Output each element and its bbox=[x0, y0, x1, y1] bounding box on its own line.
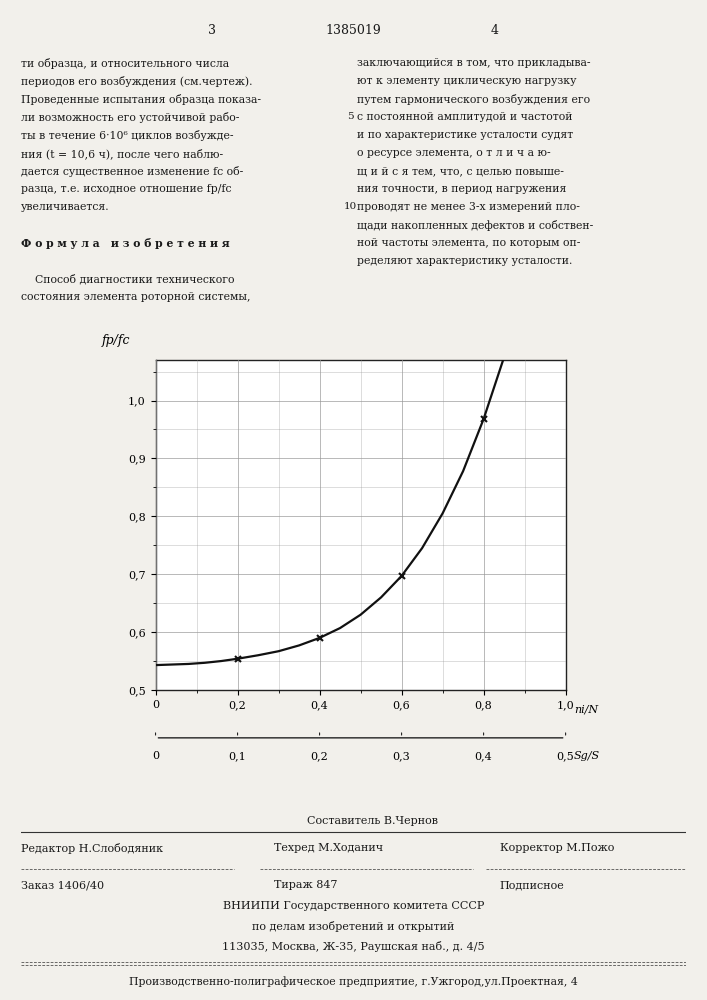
Text: Ф о р м у л а   и з о б р е т е н и я: Ф о р м у л а и з о б р е т е н и я bbox=[21, 238, 230, 249]
Text: ния точности, в период нагружения: ния точности, в период нагружения bbox=[357, 184, 566, 194]
Text: Техред М.Ходанич: Техред М.Ходанич bbox=[274, 843, 383, 853]
Text: 0,3: 0,3 bbox=[392, 751, 411, 761]
Text: Заказ 1406/40: Заказ 1406/40 bbox=[21, 880, 105, 890]
Text: о ресурсе элемента, о т л и ч а ю-: о ресурсе элемента, о т л и ч а ю- bbox=[357, 148, 551, 158]
Text: 0: 0 bbox=[152, 751, 159, 761]
Text: дается существенное изменение fс об-: дается существенное изменение fс об- bbox=[21, 166, 243, 177]
Text: 10: 10 bbox=[344, 202, 357, 211]
Text: Sg/S: Sg/S bbox=[574, 751, 600, 761]
Text: щади накопленных дефектов и собствен-: щади накопленных дефектов и собствен- bbox=[357, 220, 593, 231]
Text: Редактор Н.Слободяник: Редактор Н.Слободяник bbox=[21, 843, 163, 854]
Text: по делам изобретений и открытий: по делам изобретений и открытий bbox=[252, 921, 455, 932]
Text: проводят не менее 3-х измерений пло-: проводят не менее 3-х измерений пло- bbox=[357, 202, 580, 212]
Text: 0,4: 0,4 bbox=[474, 751, 493, 761]
Text: состояния элемента роторной системы,: состояния элемента роторной системы, bbox=[21, 292, 251, 302]
Text: 1385019: 1385019 bbox=[326, 23, 381, 36]
Text: 0,5: 0,5 bbox=[556, 751, 575, 761]
Text: 0,2: 0,2 bbox=[310, 751, 329, 761]
Text: заключающийся в том, что прикладыва-: заключающийся в том, что прикладыва- bbox=[357, 58, 590, 68]
Text: ния (t = 10,6 ч), после чего наблю-: ния (t = 10,6 ч), после чего наблю- bbox=[21, 148, 223, 159]
Text: ли возможность его устойчивой рабо-: ли возможность его устойчивой рабо- bbox=[21, 112, 240, 123]
Text: 5: 5 bbox=[347, 112, 354, 121]
Text: ni/N: ni/N bbox=[574, 705, 598, 715]
Text: Корректор М.Пожо: Корректор М.Пожо bbox=[500, 843, 614, 853]
Text: 0,1: 0,1 bbox=[228, 751, 247, 761]
Text: Тираж 847: Тираж 847 bbox=[274, 880, 337, 890]
Text: периодов его возбуждения (см.чертеж).: периодов его возбуждения (см.чертеж). bbox=[21, 76, 252, 87]
Text: Проведенные испытания образца показа-: Проведенные испытания образца показа- bbox=[21, 94, 261, 105]
Text: Подписное: Подписное bbox=[500, 880, 564, 890]
Text: Составитель В.Чернов: Составитель В.Чернов bbox=[307, 816, 438, 826]
Text: ти образца, и относительного числа: ти образца, и относительного числа bbox=[21, 58, 229, 69]
Text: разца, т.е. исходное отношение fр/fс: разца, т.е. исходное отношение fр/fс bbox=[21, 184, 232, 194]
Text: путем гармонического возбуждения его: путем гармонического возбуждения его bbox=[357, 94, 590, 105]
Text: ной частоты элемента, по которым оп-: ной частоты элемента, по которым оп- bbox=[357, 238, 580, 248]
Text: Производственно-полиграфическое предприятие, г.Ужгород,ул.Проектная, 4: Производственно-полиграфическое предприя… bbox=[129, 976, 578, 987]
Text: ют к элементу циклическую нагрузку: ют к элементу циклическую нагрузку bbox=[357, 76, 576, 86]
Text: щ и й с я тем, что, с целью повыше-: щ и й с я тем, что, с целью повыше- bbox=[357, 166, 563, 176]
Text: увеличивается.: увеличивается. bbox=[21, 202, 110, 212]
Text: 3: 3 bbox=[208, 23, 216, 36]
Text: Способ диагностики технического: Способ диагностики технического bbox=[21, 274, 235, 285]
Text: 4: 4 bbox=[491, 23, 499, 36]
Text: ты в течение 6·10⁶ циклов возбужде-: ты в течение 6·10⁶ циклов возбужде- bbox=[21, 130, 234, 141]
Text: и по характеристике усталости судят: и по характеристике усталости судят bbox=[357, 130, 573, 140]
Text: ВНИИПИ Государственного комитета СССР: ВНИИПИ Государственного комитета СССР bbox=[223, 901, 484, 911]
Text: fp/fc: fp/fc bbox=[103, 334, 131, 347]
Text: с постоянной амплитудой и частотой: с постоянной амплитудой и частотой bbox=[357, 112, 573, 122]
Text: 113035, Москва, Ж-35, Раушская наб., д. 4/5: 113035, Москва, Ж-35, Раушская наб., д. … bbox=[222, 941, 485, 952]
Text: ределяют характеристику усталости.: ределяют характеристику усталости. bbox=[357, 256, 572, 266]
